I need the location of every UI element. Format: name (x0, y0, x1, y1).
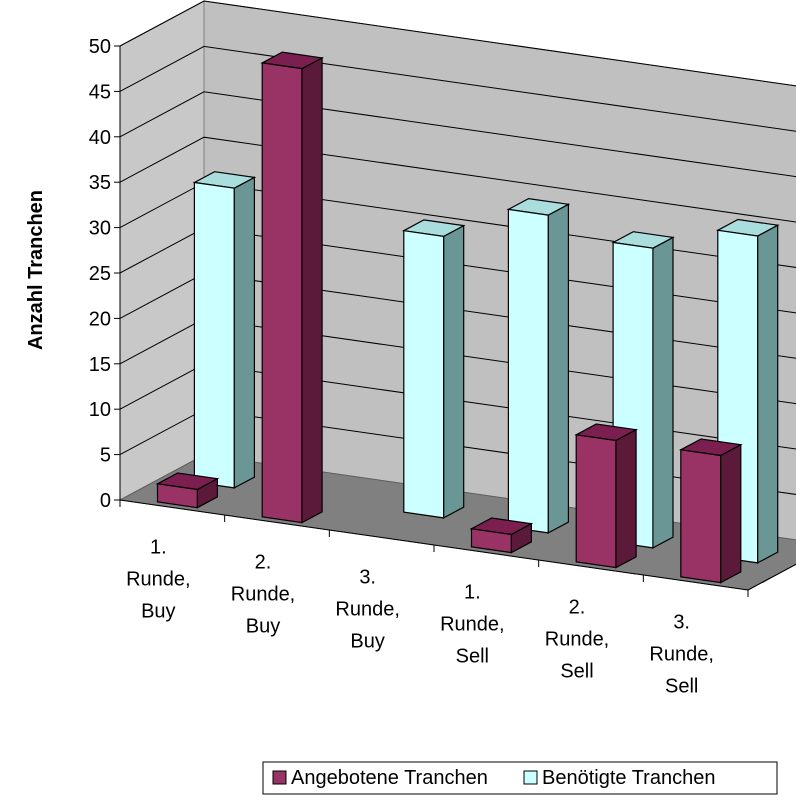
y-tick-label: 20 (89, 308, 111, 330)
x-tick-label: Buy (350, 631, 384, 653)
legend-box (262, 761, 778, 795)
bars-back-row (192, 171, 780, 564)
y-tick-label: 0 (100, 490, 111, 512)
x-tick-label: 1. (150, 537, 167, 559)
legend-label-benoetigte: Benötigte Tranchen (542, 767, 715, 789)
y-axis: 0 5 10 15 20 25 30 35 40 45 50 (89, 36, 121, 512)
y-tick-label: 50 (89, 36, 111, 58)
legend: Angebotene Tranchen Benötigte Tranchen (262, 761, 778, 795)
x-tick-label: 1. (464, 582, 481, 604)
x-tick-label: Runde, (126, 569, 191, 591)
x-tick-label: Buy (141, 601, 175, 623)
bar-angebotene (680, 449, 722, 584)
x-tick-label: Sell (560, 661, 593, 683)
bar-angebotene (575, 434, 617, 569)
bar-benoetigte (507, 208, 549, 534)
bar-angebotene-side (719, 443, 742, 584)
x-tick-label: Sell (456, 646, 489, 668)
bar-angebotene (156, 483, 198, 509)
y-tick-label: 5 (100, 445, 111, 467)
bar-benoetigte (193, 181, 235, 489)
y-tick-label: 10 (89, 399, 111, 421)
legend-swatch-angebotene (272, 770, 287, 785)
x-tick-label: Runde, (335, 599, 400, 621)
bar-benoetigte (403, 230, 445, 519)
x-tick-label: Runde, (440, 614, 505, 636)
x-tick-label: Runde, (649, 644, 714, 666)
bar-angebotene (261, 62, 303, 524)
y-tick-label: 25 (89, 263, 111, 285)
x-tick-label: Sell (665, 676, 698, 698)
x-tick-label: Runde, (545, 629, 610, 651)
gridline (119, 91, 796, 178)
x-tick-label: Buy (246, 616, 280, 638)
y-tick-label: 35 (89, 172, 111, 194)
bar-benoetigte-side (652, 236, 674, 549)
x-axis: 1. Runde, Buy 2. Runde, Buy 3. Runde, Buy 1. Runde… (119, 499, 796, 698)
x-tick-label: 2. (255, 552, 272, 574)
y-tick-label: 45 (89, 81, 111, 103)
bar-benoetigte-side (233, 176, 255, 489)
y-tick-label: 15 (89, 354, 111, 376)
bar-benoetigte-side (756, 224, 779, 564)
bars-front-row (155, 51, 743, 584)
y-tick-label: 30 (89, 218, 111, 240)
bar-angebotene (470, 528, 512, 554)
x-tick-label: Runde, (231, 584, 296, 606)
bar-angebotene-side (615, 428, 637, 569)
legend-swatch-benoetigte (523, 770, 538, 785)
y-tick-label: 40 (89, 127, 111, 149)
x-tick-label: 3. (673, 612, 690, 634)
gridline (119, 136, 796, 223)
bar-benoetigte-side (443, 224, 465, 519)
gridline (119, 0, 796, 87)
x-tick-label: 2. (569, 597, 586, 619)
bar-benoetigte-side (547, 203, 570, 534)
legend-label-angebotene: Angebotene Tranchen (291, 767, 488, 789)
y-axis-title: Anzahl Tranchen (25, 190, 47, 350)
bar-angebotene-side (301, 56, 323, 524)
depth-tick (761, 578, 770, 584)
x-tick-label: 3. (359, 567, 376, 589)
gridline (119, 45, 796, 132)
